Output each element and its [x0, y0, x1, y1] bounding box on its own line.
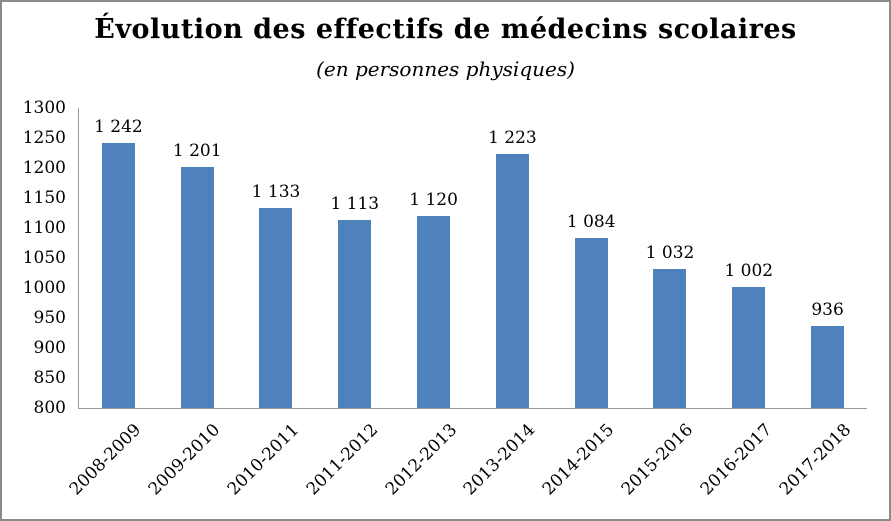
y-tick-label: 900: [33, 338, 66, 358]
bar: [811, 326, 845, 408]
bar-value-label: 1 084: [566, 211, 616, 232]
x-category-label: 2010-2011: [223, 420, 304, 500]
y-tick-label: 1300: [22, 98, 66, 118]
plot-area: 1 242 1 201 1 133 1 113 1 120 1 223 1 084 1 032…: [78, 108, 867, 409]
y-tick-label: 1250: [22, 128, 66, 148]
y-tick-label: 800: [33, 398, 66, 418]
bar: [574, 237, 608, 408]
bar-value-label: 1 113: [330, 194, 380, 215]
bar: [653, 268, 687, 408]
x-category-label: 2014-2015: [538, 420, 619, 500]
x-category-label: 2009-2010: [144, 420, 225, 500]
bar-value-label: 1 120: [409, 190, 458, 210]
x-category-label: 2011-2012: [302, 420, 382, 500]
bar-slot: 1 133: [237, 108, 316, 408]
bar: [417, 216, 451, 408]
bar-value-label: 1 201: [172, 141, 222, 162]
x-category-label: 2015-2016: [617, 420, 698, 500]
y-tick-label: 1050: [22, 248, 66, 268]
bar-slot: 1 002: [709, 108, 788, 408]
bar-slot: 936: [788, 108, 867, 408]
y-tick-label: 1150: [22, 188, 66, 208]
y-tick-label: 950: [33, 308, 66, 328]
bar-value-label: 1 133: [251, 182, 301, 203]
bar: [732, 286, 766, 408]
bar: [180, 167, 214, 408]
y-axis: 1300 1250 1200 1150 1100 1050 1000 950 900 850 800: [2, 98, 66, 418]
x-axis-labels: 2008-2009 2009-2010 2010-2011 2011-2012 2012…: [66, 416, 866, 516]
bar-value-label: 1 002: [724, 260, 774, 281]
y-tick-label: 850: [33, 368, 66, 388]
bar-slot: 1 032: [631, 108, 710, 408]
bar: [495, 154, 529, 408]
bar-slot: 1 242: [79, 108, 158, 408]
bar-slot: 1 113: [315, 108, 394, 408]
bar-slot: 1 120: [394, 108, 473, 408]
bar-value-label: 1 223: [488, 128, 537, 149]
bar-value-label: 936: [811, 300, 844, 321]
bar-slot: 1 223: [473, 108, 552, 408]
y-tick-label: 1200: [22, 158, 66, 178]
bar: [259, 208, 293, 408]
y-tick-label: 1000: [22, 278, 66, 298]
y-tick-label: 1100: [22, 218, 66, 238]
x-category-label: 2017-2018: [775, 420, 855, 500]
chart-subtitle: (en personnes physiques): [316, 57, 575, 81]
bar-value-label: 1 032: [645, 242, 695, 263]
bar: [101, 142, 135, 408]
chart-title: Évolution des effectifs de médecins scol…: [94, 14, 797, 45]
x-category-label: 2016-2017: [696, 420, 776, 500]
bar-slot: 1 084: [552, 108, 631, 408]
bar-slot: 1 201: [158, 108, 237, 408]
bar: [338, 220, 372, 408]
bar-value-label: 1 242: [94, 116, 143, 137]
